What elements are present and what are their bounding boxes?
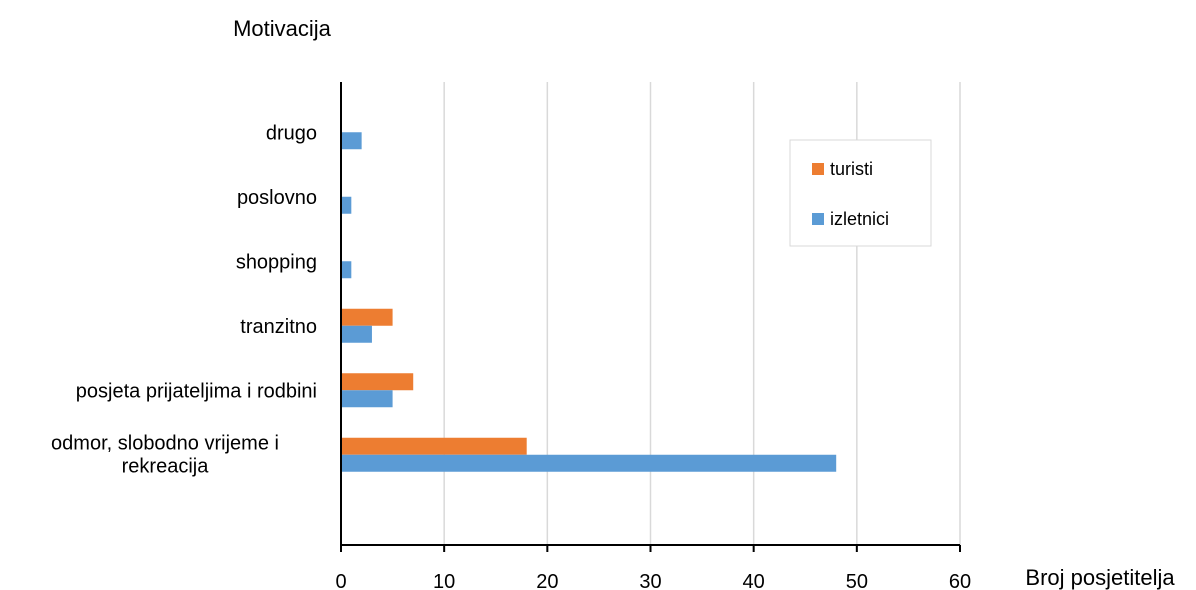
x-tick-label: 30 (639, 571, 661, 590)
legend: turisti izletnici (789, 139, 932, 247)
category-label: posjeta prijateljima i rodbini (76, 380, 317, 402)
x-tick-label: 50 (846, 571, 868, 590)
category-label-line: odmor, slobodno vrijeme i (51, 432, 279, 454)
x-tick-label: 0 (335, 571, 346, 590)
legend-label-izletnici: izletnici (830, 209, 889, 229)
x-tick-label: 20 (536, 571, 558, 590)
category-label-line: rekreacija (122, 455, 210, 477)
bar-izletnici (341, 325, 372, 343)
axes (340, 82, 961, 552)
legend-box (789, 139, 932, 247)
category-labels: odmor, slobodno vrijeme i rekreacija posje… (51, 122, 317, 477)
y-axis-title: Motivacija (233, 16, 332, 41)
bar-turisti (341, 437, 527, 455)
category-label: shopping (236, 251, 317, 273)
category-label: tranzitno (240, 316, 317, 338)
category-label: drugo (266, 122, 317, 144)
x-axis-title: Broj posjetitelja (1025, 565, 1175, 590)
bar-turisti (341, 308, 393, 326)
bar-izletnici (341, 196, 352, 214)
bar-izletnici (341, 261, 352, 279)
bar-turisti (341, 373, 414, 391)
legend-swatch-turisti (812, 163, 824, 175)
x-tick-label: 60 (949, 571, 971, 590)
category-label: odmor, slobodno vrijeme i rekreacija (51, 432, 279, 477)
bar-izletnici (341, 132, 362, 150)
x-tick-label: 10 (433, 571, 455, 590)
legend-label-turisti: turisti (830, 159, 873, 179)
x-tick-labels: 0 10 20 30 40 50 60 (335, 571, 971, 590)
bars (341, 132, 837, 472)
x-tick-label: 40 (743, 571, 765, 590)
bar-izletnici (341, 454, 837, 472)
legend-swatch-izletnici (812, 213, 824, 225)
category-label: poslovno (237, 187, 317, 209)
bar-izletnici (341, 390, 393, 408)
